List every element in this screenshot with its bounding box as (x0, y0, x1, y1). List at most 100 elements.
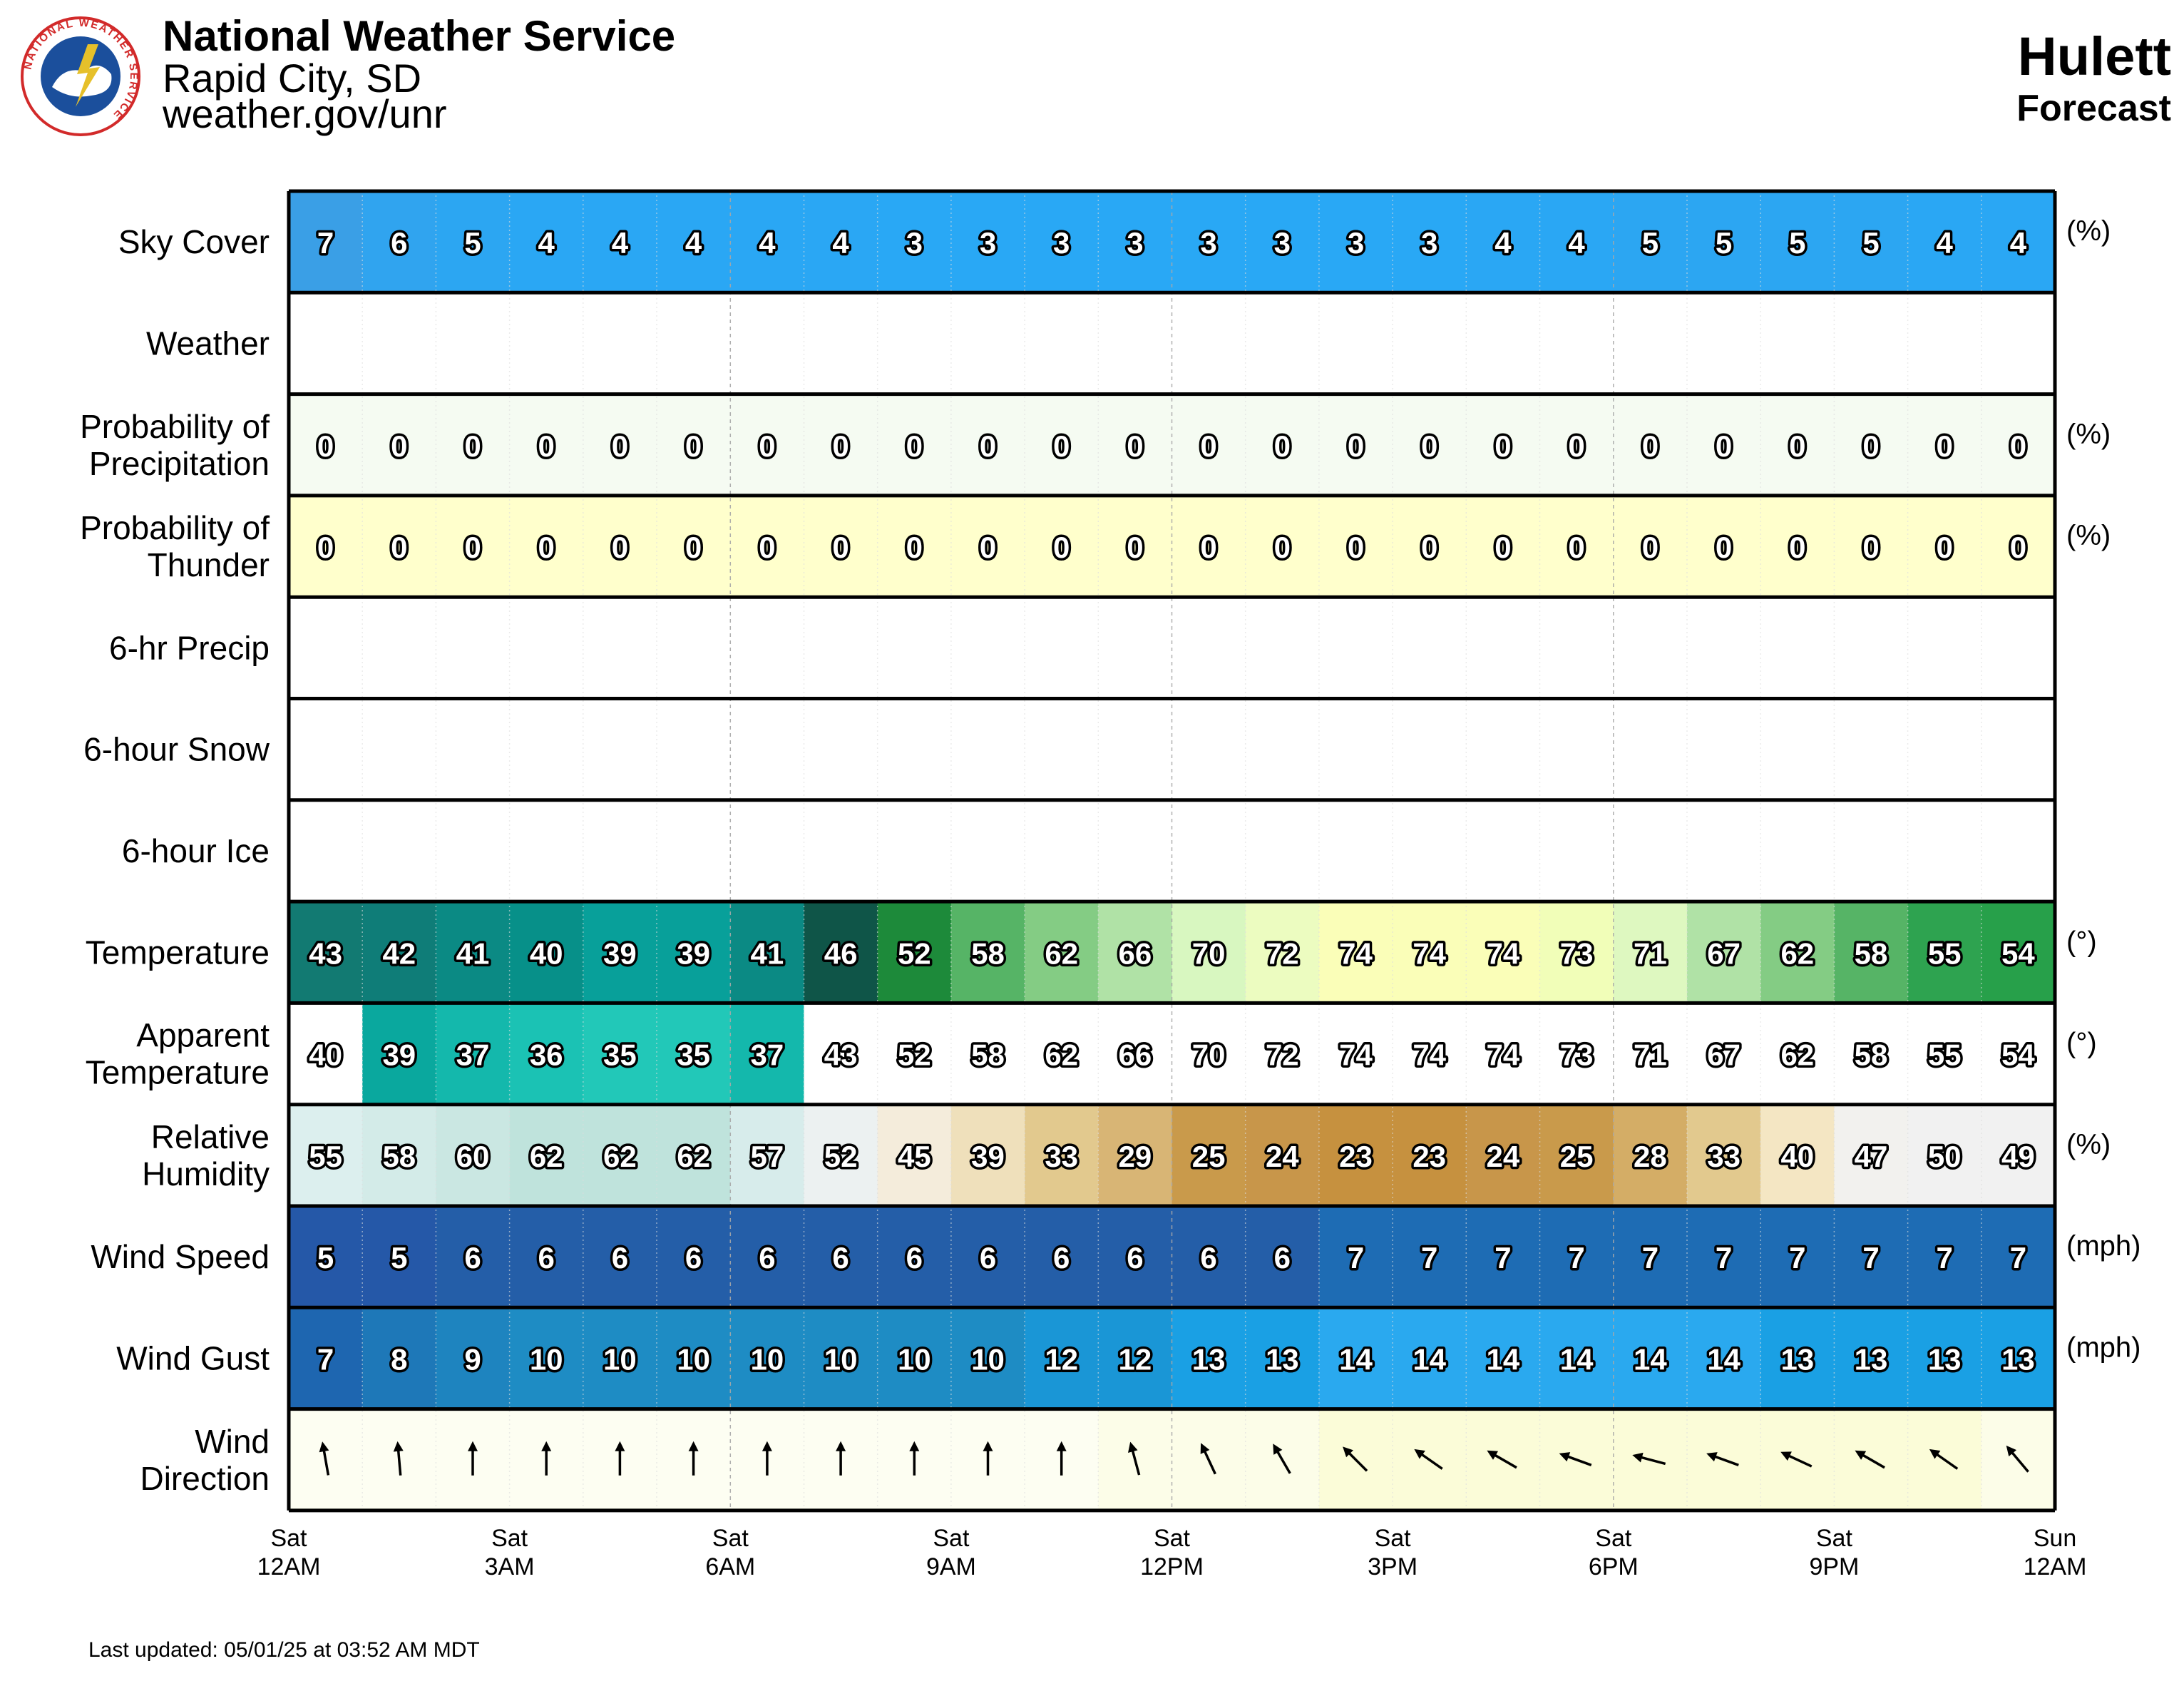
apparent-cell (1245, 1003, 1320, 1105)
sky-cell (1613, 191, 1688, 293)
rh-value: 33 (1707, 1140, 1740, 1173)
gust-cell (1098, 1307, 1173, 1409)
pop-cell (1245, 394, 1320, 496)
sky-value: 4 (612, 226, 629, 260)
rh-value: 25 (1192, 1140, 1226, 1173)
ice6-cell (1613, 799, 1688, 902)
wind-cell (1172, 1206, 1246, 1308)
rh-cell (657, 1104, 731, 1206)
apparent-cell (362, 1003, 437, 1105)
thunder-value: 0 (1053, 531, 1070, 564)
sky-value: 3 (1127, 226, 1143, 260)
temp-cell (1098, 901, 1173, 1003)
sky-value: 3 (1274, 226, 1291, 260)
gust-value: 14 (1339, 1343, 1373, 1376)
rh-value: 62 (677, 1140, 710, 1173)
apparent-cell (804, 1003, 878, 1105)
temp-cell (583, 901, 657, 1003)
gust-cell (1613, 1307, 1688, 1409)
weather-cell (1393, 292, 1467, 394)
time-label-time: 12AM (257, 1553, 321, 1580)
apparent-cell (1539, 1003, 1614, 1105)
wind-value: 7 (1937, 1241, 1953, 1274)
wind-arrows (319, 1441, 2029, 1476)
thunder-value: 0 (1348, 531, 1364, 564)
precip6-cell (657, 597, 731, 699)
apparent-value: 35 (677, 1038, 710, 1072)
wind-direction-arrow (1273, 1444, 1291, 1474)
pop-row-label: Probability of Precipitation (80, 408, 270, 482)
snow6-cell (804, 698, 878, 800)
weather-cell (804, 292, 878, 394)
weather-cell (1907, 292, 1982, 394)
ice6-cell (1172, 799, 1246, 902)
nws-logo-icon: NATIONAL WEATHER SERVICE (21, 16, 140, 136)
thunder-cell (1466, 495, 1541, 598)
wind-direction-arrow (2006, 1445, 2029, 1473)
hour-gridlines (362, 191, 1982, 1511)
time-label-time: 9AM (926, 1553, 976, 1580)
forecast-subtitle: Forecast (2016, 88, 2171, 129)
gust-cell (1834, 1307, 1909, 1409)
time-label-day: Sat (1375, 1525, 1412, 1552)
wind-cell (1686, 1206, 1761, 1308)
apparent-cell (657, 1003, 731, 1105)
weather-cell (1686, 292, 1761, 394)
gust-cell (877, 1307, 952, 1409)
pop-cell (950, 394, 1025, 496)
rh-value: 24 (1266, 1140, 1299, 1173)
wind-value: 7 (1789, 1241, 1805, 1274)
temp-cell (1025, 901, 1099, 1003)
gust-value: 14 (1413, 1343, 1446, 1376)
rh-value: 40 (1780, 1140, 1814, 1173)
ice6-cell (877, 799, 952, 902)
cell-backgrounds (289, 191, 2056, 1511)
pop-cell (1613, 394, 1688, 496)
thunder-value: 0 (685, 531, 702, 564)
wind-cell (804, 1206, 878, 1308)
pop-cell (804, 394, 878, 496)
pop-cell (436, 394, 511, 496)
time-label-time: 3AM (485, 1553, 535, 1580)
precip6-cell (1907, 597, 1982, 699)
org-url[interactable]: weather.gov/unr (163, 91, 447, 136)
snow6-row-label: 6-hour Snow (83, 731, 270, 768)
ice6-cell (362, 799, 437, 902)
temp-value: 74 (1339, 936, 1373, 970)
thunder-value: 0 (1789, 531, 1805, 564)
sky-value: 4 (538, 226, 555, 260)
apparent-value: 36 (530, 1038, 563, 1072)
ice6-cell (583, 799, 657, 902)
sky-value: 3 (1053, 226, 1070, 260)
gust-value: 12 (1119, 1343, 1152, 1376)
apparent-cell (950, 1003, 1025, 1105)
ice6-cell (950, 799, 1025, 902)
temp-value: 40 (530, 936, 563, 970)
wind-unit-label: (mph) (2066, 1230, 2141, 1262)
temp-cell (950, 901, 1025, 1003)
pop-value: 0 (1495, 429, 1511, 463)
time-label-day: Sat (1816, 1525, 1853, 1552)
pop-cell (657, 394, 731, 496)
thunder-value: 0 (1642, 531, 1658, 564)
sky-unit-label: (%) (2066, 215, 2111, 247)
weather-cell (730, 292, 805, 394)
apparent-value: 74 (1487, 1038, 1520, 1072)
weather-cell (1245, 292, 1320, 394)
snow6-cell (657, 698, 731, 800)
snow6-cell (1025, 698, 1099, 800)
gust-value: 10 (530, 1343, 563, 1376)
wind-cell (730, 1206, 805, 1308)
time-label-day: Sat (1595, 1525, 1632, 1552)
sky-value: 4 (1495, 226, 1512, 260)
rh-row-label: Relative Humidity (142, 1118, 270, 1192)
ice6-cell (1466, 799, 1541, 902)
ice6-cell (1098, 799, 1173, 902)
snow6-cell (362, 698, 437, 800)
winddir-row-label-line: Wind (195, 1423, 270, 1460)
gust-value: 7 (317, 1343, 334, 1376)
apparent-value: 40 (309, 1038, 342, 1072)
rh-cell (950, 1104, 1025, 1206)
gust-value: 10 (824, 1343, 858, 1376)
